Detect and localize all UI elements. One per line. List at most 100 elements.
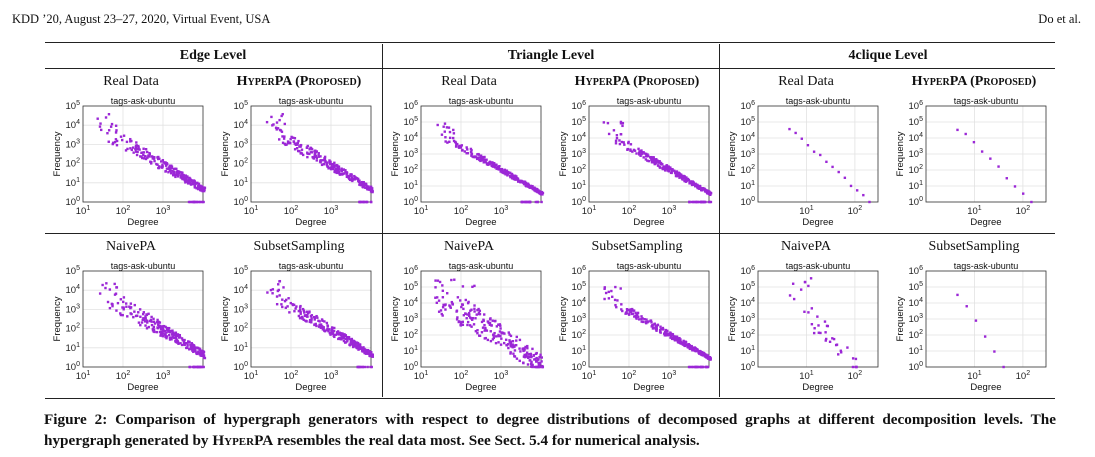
data-point (466, 301, 470, 305)
data-point (270, 115, 273, 119)
data-point (320, 163, 324, 167)
data-point (455, 318, 459, 321)
data-point (862, 193, 865, 197)
y-tick-label: 100 (909, 361, 924, 373)
data-point (701, 352, 704, 356)
y-tick-label: 106 (741, 100, 756, 112)
data-point (534, 200, 538, 204)
data-point (792, 297, 796, 301)
data-point (706, 355, 710, 358)
data-point (309, 314, 313, 318)
data-point (675, 172, 678, 176)
data-point (843, 176, 847, 180)
data-point (477, 152, 480, 156)
data-point (355, 346, 358, 349)
y-tick-label: 105 (741, 281, 756, 293)
plot-frame (925, 105, 1047, 203)
data-point (444, 308, 447, 311)
data-point (453, 278, 456, 281)
data-point (358, 182, 362, 185)
data-point (835, 343, 839, 346)
data-point (183, 343, 186, 347)
data-point (189, 178, 192, 181)
data-point (625, 312, 629, 315)
data-point (690, 180, 694, 184)
data-point (706, 191, 709, 194)
data-point (137, 311, 140, 314)
data-point (164, 335, 167, 339)
data-point (824, 331, 827, 334)
data-point (645, 318, 648, 321)
data-point (662, 166, 666, 170)
y-tick-label: 105 (572, 281, 587, 293)
data-point (434, 279, 437, 282)
data-point (525, 353, 528, 356)
data-point (328, 166, 332, 170)
data-point (345, 175, 349, 179)
data-point (661, 163, 664, 166)
data-point (525, 351, 529, 354)
data-point (479, 155, 482, 159)
data-point (625, 307, 629, 311)
data-point (184, 174, 187, 177)
data-point (167, 328, 170, 331)
data-point (525, 355, 528, 358)
y-tick-label: 103 (404, 313, 419, 325)
data-point (470, 318, 474, 321)
data-point (468, 313, 471, 317)
data-point (489, 330, 492, 333)
data-point (481, 157, 484, 160)
data-point (134, 148, 137, 151)
data-point (299, 310, 302, 314)
data-point (281, 112, 284, 116)
data-point (667, 165, 670, 168)
data-point (688, 365, 692, 369)
data-point (339, 334, 343, 337)
data-point (177, 173, 180, 177)
data-point (183, 178, 186, 182)
data-point (349, 342, 353, 346)
plot-frame (925, 270, 1047, 368)
data-point (475, 313, 478, 316)
data-point (167, 171, 170, 174)
data-point (350, 337, 354, 341)
data-point (665, 164, 669, 167)
data-point (169, 168, 172, 171)
data-point (370, 365, 373, 369)
plot-label: tags-ask-ubuntu (617, 261, 682, 271)
data-point (368, 350, 371, 353)
data-point (473, 310, 476, 313)
data-point (688, 344, 691, 347)
y-tick-label: 100 (909, 196, 924, 208)
data-point (621, 309, 624, 313)
data-point (275, 303, 279, 306)
data-point (443, 122, 447, 125)
x-axis-label: Degree (295, 382, 326, 393)
data-point (165, 331, 168, 334)
panel-title: SubsetSampling (253, 239, 345, 254)
y-axis-label: Frequency (727, 296, 738, 341)
data-point (157, 323, 160, 327)
data-point (334, 333, 337, 336)
data-point (322, 162, 325, 166)
data-point (281, 305, 284, 309)
data-point (354, 342, 358, 345)
data-point (470, 325, 473, 328)
data-point (459, 299, 462, 302)
data-point (336, 332, 339, 336)
data-point (603, 297, 606, 301)
data-point (810, 307, 814, 310)
data-point (637, 315, 640, 319)
data-point (329, 333, 332, 336)
data-point (195, 187, 198, 190)
data-point (158, 324, 162, 328)
data-point (468, 316, 472, 319)
data-point (344, 341, 348, 344)
data-point (327, 330, 330, 333)
data-point (299, 151, 303, 155)
data-point (173, 173, 176, 177)
data-point (179, 342, 182, 345)
